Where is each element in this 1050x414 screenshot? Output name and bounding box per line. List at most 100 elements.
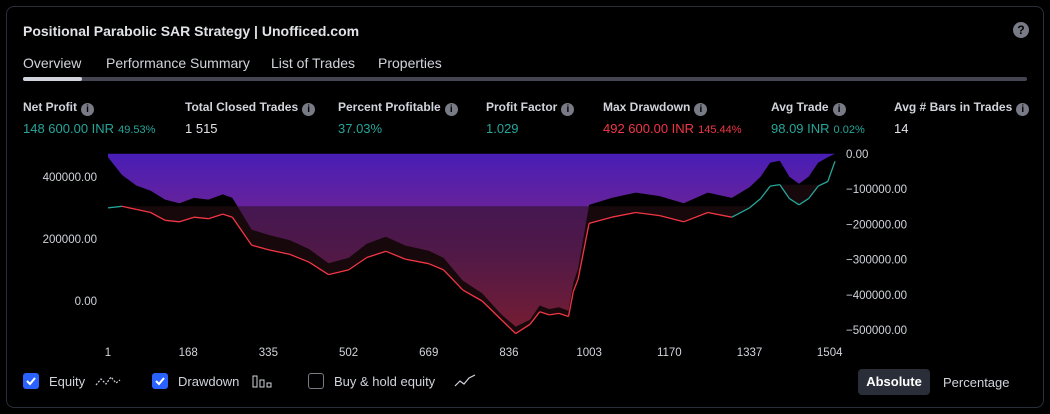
equity-line-segment: [588, 216, 612, 225]
x-axis-tick: 669: [419, 347, 438, 359]
x-axis-tick: 1003: [576, 347, 602, 359]
left-axis-tick: 0.00: [75, 296, 97, 308]
tab-properties[interactable]: Properties: [378, 55, 442, 71]
buyhold-label: Buy & hold equity: [334, 374, 436, 389]
x-axis-tick: 1: [105, 347, 111, 359]
info-icon[interactable]: i: [444, 103, 458, 116]
metric-profit-factor: Profit Factor i 1.029: [486, 100, 575, 136]
metric-value: 1.029: [486, 121, 519, 136]
absolute-button[interactable]: Absolute: [858, 369, 930, 395]
metric-label: Profit Factor: [486, 100, 558, 114]
equity-line-icon: [95, 373, 121, 394]
equity-line-segment: [577, 223, 590, 280]
equity-line-segment: [572, 278, 579, 292]
left-axis-tick: 200000.00: [43, 234, 97, 246]
equity-line-segment: [749, 198, 762, 209]
x-axis-tick: 335: [259, 347, 278, 359]
equity-label: Equity: [49, 374, 86, 389]
right-axis-tick: −400000.00: [846, 290, 907, 302]
legend-equity[interactable]: Equity: [23, 373, 133, 391]
metric-percent: 0.02%: [833, 124, 865, 136]
equity-line-segment: [428, 263, 444, 271]
info-icon[interactable]: i: [1016, 103, 1030, 116]
equity-line-segment: [515, 323, 531, 335]
right-axis-tick: 0.00: [846, 149, 868, 161]
percentage-button[interactable]: Percentage: [943, 375, 1010, 390]
left-axis-tick: 400000.00: [43, 172, 97, 184]
metric-label: Net Profit: [23, 100, 77, 114]
equity-line-segment: [366, 250, 387, 259]
equity-line-segment: [208, 213, 223, 220]
tab-active-indicator: [23, 77, 82, 81]
equity-line-segment: [808, 185, 819, 199]
info-icon[interactable]: i: [832, 103, 846, 116]
metric-avg-trade: Avg Trade i 98.09 INR 0.02%: [771, 100, 865, 136]
metric-label: Max Drawdown: [603, 100, 691, 114]
metric-percent-profitable: Percent Profitable i 37.03%: [338, 100, 458, 136]
equity-checkbox[interactable]: [23, 373, 39, 389]
right-axis-tick: −100000.00: [846, 184, 907, 196]
equity-line-segment: [462, 289, 483, 302]
info-icon[interactable]: i: [561, 103, 575, 116]
equity-line-segment: [136, 208, 151, 214]
x-axis-tick: 1504: [817, 347, 843, 359]
metric-percent: 145.44%: [698, 124, 742, 136]
metric-max-drawdown: Max Drawdown i 492 600.00 INR 145.44%: [603, 100, 742, 136]
buyhold-checkbox[interactable]: [308, 373, 324, 389]
drawdown-label: Drawdown: [178, 374, 240, 389]
equity-line-segment: [231, 216, 253, 246]
equity-line-segment: [251, 244, 269, 251]
equity-line-segment: [385, 250, 406, 260]
tab-underline: [23, 77, 1027, 81]
metric-percent: 49.53%: [118, 124, 156, 136]
equity-line-segment: [611, 211, 636, 218]
bar-chart-icon: [252, 373, 272, 394]
drawdown-checkbox[interactable]: [152, 373, 168, 389]
info-icon[interactable]: i: [302, 103, 316, 116]
equity-line-segment: [827, 161, 836, 182]
help-icon[interactable]: ?: [1013, 22, 1029, 38]
equity-line-segment: [268, 249, 291, 256]
equity-line-segment: [549, 312, 560, 316]
info-icon[interactable]: i: [694, 103, 708, 116]
legend-buy-hold[interactable]: Buy & hold equity: [308, 373, 478, 391]
x-axis-tick: 168: [179, 347, 198, 359]
metric-value: 14: [894, 121, 909, 136]
equity-line-segment: [558, 312, 569, 318]
equity-line-segment: [308, 261, 329, 276]
metric-total-closed-trades: Total Closed Trades i 1 515: [185, 100, 316, 136]
metric-label: Avg Trade: [771, 100, 829, 114]
equity-line-segment: [760, 185, 771, 199]
metric-value: 492 600.00 INR: [603, 121, 695, 136]
equity-line-segment: [500, 319, 517, 335]
right-axis-tick: −300000.00: [846, 255, 907, 267]
legend-drawdown[interactable]: Drawdown: [152, 373, 282, 391]
metric-value: 1 515: [185, 121, 218, 136]
equity-line-segment: [539, 311, 550, 316]
tab-list-of-trades[interactable]: List of Trades: [271, 55, 356, 71]
equity-line-segment: [529, 311, 541, 325]
equity-line-segment: [222, 213, 233, 218]
equity-line-segment: [567, 291, 574, 317]
equity-line-segment: [121, 205, 137, 211]
equity-line-segment: [731, 207, 750, 218]
equity-line-segment: [150, 211, 166, 221]
metric-value: 37.03%: [338, 121, 383, 136]
x-axis-tick: 836: [499, 347, 518, 359]
metric-net-profit: Net Profit i 148 600.00 INR 49.53%: [23, 100, 155, 136]
equity-line-segment: [289, 253, 310, 263]
tab-performance-summary[interactable]: Performance Summary: [106, 55, 250, 71]
tab-overview[interactable]: Overview: [23, 55, 82, 71]
equity-line-segment: [779, 184, 790, 199]
equity-line-segment: [817, 180, 829, 187]
right-axis-tick: −500000.00: [846, 325, 907, 337]
equity-line-segment: [707, 211, 732, 218]
equity-line-segment: [193, 216, 209, 220]
equity-line-segment: [328, 269, 349, 276]
x-axis-tick: 1337: [737, 347, 763, 359]
info-icon[interactable]: i: [81, 103, 94, 116]
x-axis-tick: 1170: [657, 347, 682, 359]
metric-label: Avg # Bars in Trades: [894, 100, 1013, 114]
equity-line-segment: [798, 198, 809, 206]
